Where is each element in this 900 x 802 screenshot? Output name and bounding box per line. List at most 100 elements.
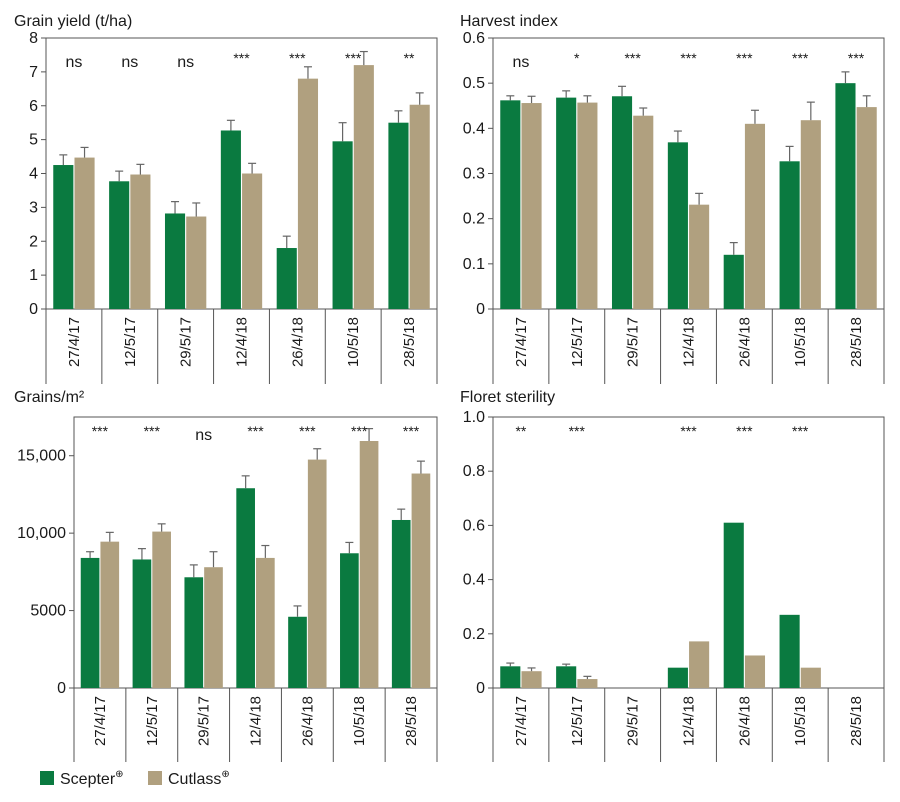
y-tick-label: 4	[29, 166, 38, 183]
bar-cutlass	[521, 671, 542, 688]
significance-label: ***	[345, 50, 362, 66]
bar-scepter	[391, 519, 411, 688]
bar-scepter	[779, 161, 800, 309]
x-category-label: 29/5/17	[625, 696, 642, 746]
legend-swatch-cutlass	[148, 771, 162, 785]
bar-scepter	[80, 557, 100, 688]
x-category-label: 27/4/17	[66, 317, 83, 367]
bar-cutlass	[521, 103, 542, 309]
bar-cutlass	[297, 78, 319, 310]
y-tick-label: 1	[29, 267, 38, 284]
y-tick-label: 0	[476, 680, 485, 697]
panel-title-grain-yield: Grain yield (t/ha)	[14, 13, 132, 30]
panel-title-floret-sterility: Floret sterility	[460, 389, 555, 406]
x-category-label: 27/4/17	[92, 696, 109, 746]
y-tick-label: 5	[29, 132, 38, 149]
x-category-label: 28/5/18	[848, 317, 865, 367]
significance-label: ***	[233, 50, 250, 66]
bar-cutlass	[186, 216, 207, 309]
bar-cutlass	[152, 531, 171, 688]
bar-scepter	[667, 667, 688, 688]
significance-label: ns	[65, 54, 82, 71]
y-tick-label: 0.8	[463, 463, 485, 480]
legend-mark-scepter: ⊕	[115, 769, 123, 780]
bar-scepter	[667, 142, 688, 309]
y-tick-label: 7	[29, 64, 38, 81]
bar-scepter	[276, 248, 297, 309]
bar-cutlass	[577, 102, 598, 309]
x-category-label: 12/4/18	[248, 696, 265, 746]
y-tick-label: 0.4	[463, 572, 485, 589]
bar-cutlass	[74, 157, 95, 309]
y-tick-label: 3	[29, 199, 38, 216]
y-tick-label: 0.6	[463, 30, 485, 47]
bar-cutlass	[359, 441, 379, 688]
bar-scepter	[388, 122, 409, 309]
bar-cutlass	[856, 107, 877, 309]
bar-scepter	[288, 616, 307, 688]
significance-label: ***	[403, 423, 420, 439]
significance-label: ***	[351, 423, 368, 439]
bar-scepter	[500, 666, 521, 688]
bar-cutlass	[256, 557, 275, 688]
significance-label: ***	[848, 50, 865, 66]
x-category-label: 27/4/17	[513, 696, 530, 746]
legend: Scepter⊕ Cutlass⊕	[40, 769, 230, 788]
y-tick-label: 0.1	[463, 256, 485, 273]
x-category-label: 12/5/17	[122, 317, 139, 367]
x-category-label: 12/4/18	[234, 317, 251, 367]
y-tick-label: 6	[29, 98, 38, 115]
y-tick-label: 0.2	[463, 211, 485, 228]
chart-panel-harvest-index: 00.10.20.30.40.50.6ns * *** *** *** *** ***27/…	[463, 30, 885, 384]
bar-cutlass	[800, 667, 821, 688]
bar-cutlass	[242, 173, 263, 309]
y-tick-label: 1.0	[463, 409, 485, 426]
significance-label: ***	[289, 50, 306, 66]
bar-scepter	[109, 181, 130, 309]
chart-panel-grains-per-m2: 0 5000 10,000 15,000 *** *** ns *** *** *** *** 27/…	[17, 416, 438, 762]
significance-label: ns	[512, 54, 529, 71]
panel-title-harvest-index: Harvest index	[460, 13, 558, 30]
x-category-label: 10/5/18	[792, 696, 809, 746]
bar-cutlass	[744, 655, 766, 688]
bar-cutlass	[633, 115, 654, 309]
x-category-label: 29/5/17	[625, 317, 642, 367]
x-category-label: 28/5/18	[403, 696, 420, 746]
bar-cutlass	[409, 104, 430, 309]
bar-scepter	[340, 553, 359, 688]
bar-cutlass	[689, 641, 710, 688]
bar-scepter	[556, 666, 577, 688]
bar-scepter	[723, 254, 744, 309]
bar-scepter	[835, 83, 856, 310]
bar-scepter	[132, 559, 152, 688]
bar-cutlass	[744, 123, 766, 309]
x-category-label: 12/5/17	[569, 696, 586, 746]
bar-cutlass	[204, 567, 223, 688]
legend-label-scepter: Scepter⊕	[60, 769, 124, 788]
bar-cutlass	[100, 541, 120, 688]
plot-frame	[492, 416, 885, 689]
x-category-label: 12/5/17	[569, 317, 586, 367]
bar-scepter	[500, 100, 521, 309]
bar-cutlass	[307, 459, 327, 688]
significance-label: ***	[680, 423, 697, 439]
bar-scepter	[236, 488, 255, 688]
significance-label: ***	[792, 50, 809, 66]
y-tick-label: 15,000	[17, 448, 66, 465]
y-tick-label: 0.5	[463, 75, 485, 92]
bar-cutlass	[800, 120, 821, 309]
significance-label: ***	[792, 423, 809, 439]
bar-scepter	[779, 614, 800, 688]
significance-label: ns	[195, 427, 212, 444]
x-category-label: 27/4/17	[513, 317, 530, 367]
significance-label: ***	[144, 423, 161, 439]
significance-label: ***	[247, 423, 264, 439]
significance-label: ***	[736, 423, 753, 439]
significance-label: **	[404, 50, 415, 66]
x-category-label: 12/4/18	[681, 317, 698, 367]
bar-scepter	[220, 130, 241, 309]
x-category-label: 26/4/18	[736, 317, 753, 367]
y-tick-label: 5000	[30, 603, 66, 620]
significance-label: ***	[299, 423, 316, 439]
x-category-label: 10/5/18	[351, 696, 368, 746]
